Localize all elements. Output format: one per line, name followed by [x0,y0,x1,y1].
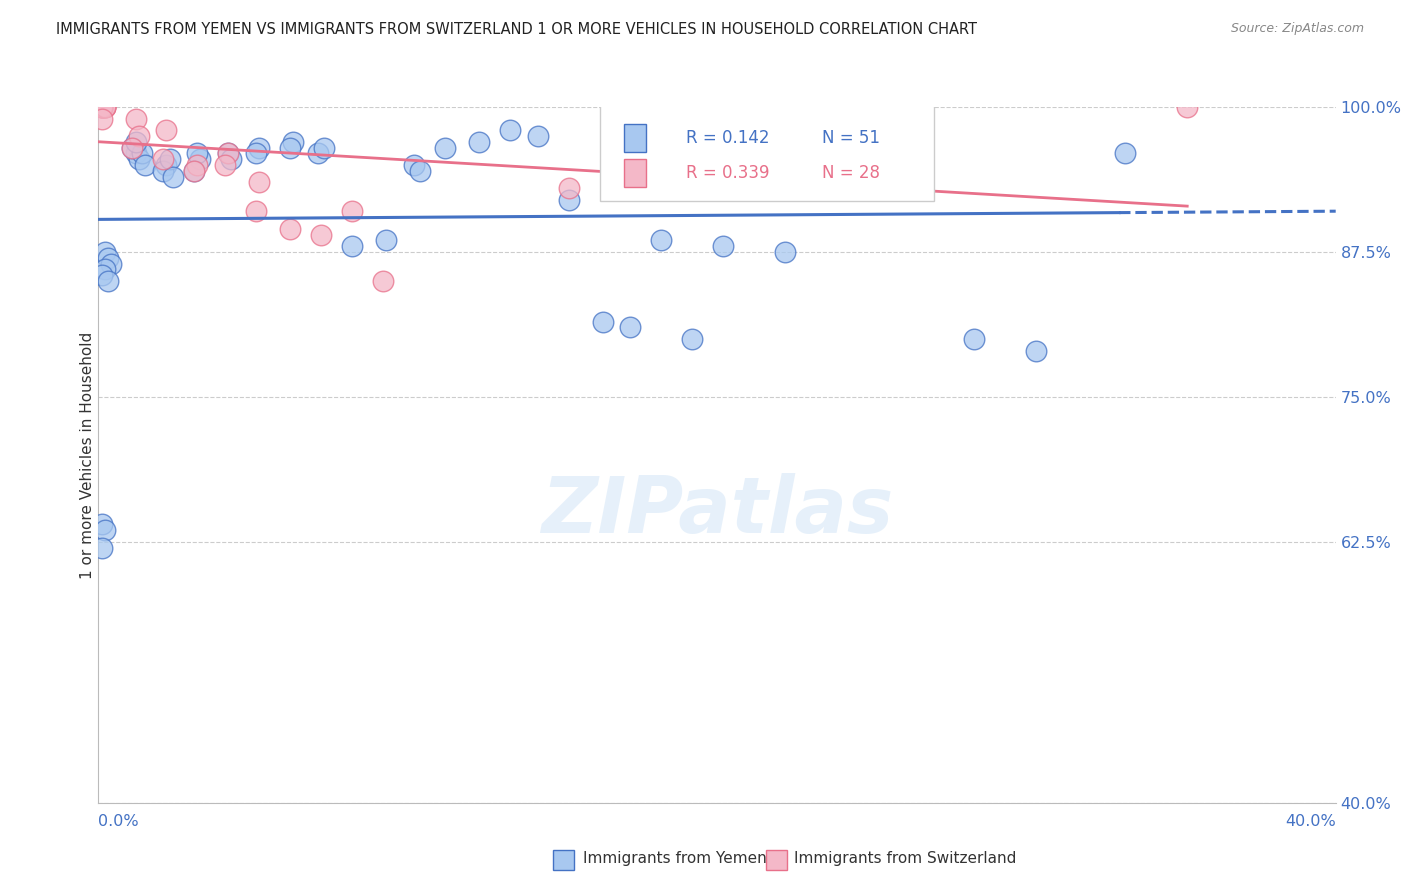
Point [124,135,146,149]
Point [183,164,205,178]
Point [557,181,579,195]
Point [162,169,184,184]
Point [433,140,456,155]
Point [90,541,112,555]
Text: IMMIGRANTS FROM YEMEN VS IMMIGRANTS FROM SWITZERLAND 1 OR MORE VEHICLES IN HOUSE: IMMIGRANTS FROM YEMEN VS IMMIGRANTS FROM… [56,22,977,37]
Point [90,100,112,114]
Point [190,152,212,166]
Point [499,123,522,137]
Point [90,100,112,114]
Y-axis label: 1 or more Vehicles in Household: 1 or more Vehicles in Household [80,331,94,579]
Point [221,152,243,166]
Text: Immigrants from Switzerland: Immigrants from Switzerland [794,851,1017,865]
Bar [766,850,787,870]
Point [186,158,208,172]
Point [93,244,115,259]
Point [90,112,112,126]
Point [90,100,112,114]
Point [247,175,270,190]
Point [131,146,153,161]
Point [93,262,115,277]
Point [901,146,924,161]
FancyBboxPatch shape [599,103,934,201]
Text: Immigrants from Yemen: Immigrants from Yemen [583,851,768,865]
FancyBboxPatch shape [624,159,645,187]
Point [773,244,796,259]
Point [121,140,143,155]
Point [90,100,112,114]
Point [214,158,236,172]
Point [402,158,425,172]
Point [340,239,363,253]
Point [245,204,267,219]
Point [711,239,734,253]
Text: 0.0%: 0.0% [98,814,139,829]
Point [90,100,112,114]
Point [128,128,150,143]
Text: R = 0.339: R = 0.339 [686,164,769,182]
Point [371,274,394,288]
Point [283,135,305,149]
Text: N = 28: N = 28 [823,164,880,182]
Point [307,146,329,161]
Point [90,100,112,114]
Text: N = 51: N = 51 [823,129,880,147]
Point [245,146,267,161]
Point [468,135,491,149]
Point [217,146,239,161]
Point [93,523,115,537]
Point [963,332,986,346]
FancyBboxPatch shape [624,124,645,153]
Text: R = 0.142: R = 0.142 [686,129,769,147]
Point [152,152,174,166]
Point [278,222,301,236]
Point [1025,343,1047,358]
Point [526,128,548,143]
Point [278,140,301,155]
Point [314,140,336,155]
Point [409,164,432,178]
Point [155,123,177,137]
Point [121,140,143,155]
Point [134,158,156,172]
Point [159,152,181,166]
Point [592,315,614,329]
Point [557,193,579,207]
Point [866,146,889,161]
Point [93,100,115,114]
Point [128,152,150,166]
Point [93,100,115,114]
Text: 40.0%: 40.0% [1285,814,1336,829]
Text: ZIPatlas: ZIPatlas [541,473,893,549]
Text: Source: ZipAtlas.com: Source: ZipAtlas.com [1230,22,1364,36]
Point [90,268,112,282]
Point [97,274,120,288]
Bar [553,850,574,870]
Point [100,257,122,271]
Point [93,100,115,114]
Point [124,112,146,126]
Point [619,320,641,334]
Point [1114,146,1136,161]
Point [90,517,112,532]
Point [217,146,239,161]
Point [1175,100,1198,114]
Point [97,251,120,265]
Point [375,233,398,247]
Point [804,152,827,166]
Point [186,146,208,161]
Point [183,164,205,178]
Point [681,332,703,346]
Point [340,204,363,219]
Point [124,146,146,161]
Point [650,233,672,247]
Point [152,164,174,178]
Point [93,100,115,114]
Point [155,158,177,172]
Point [247,140,270,155]
Point [309,227,332,242]
